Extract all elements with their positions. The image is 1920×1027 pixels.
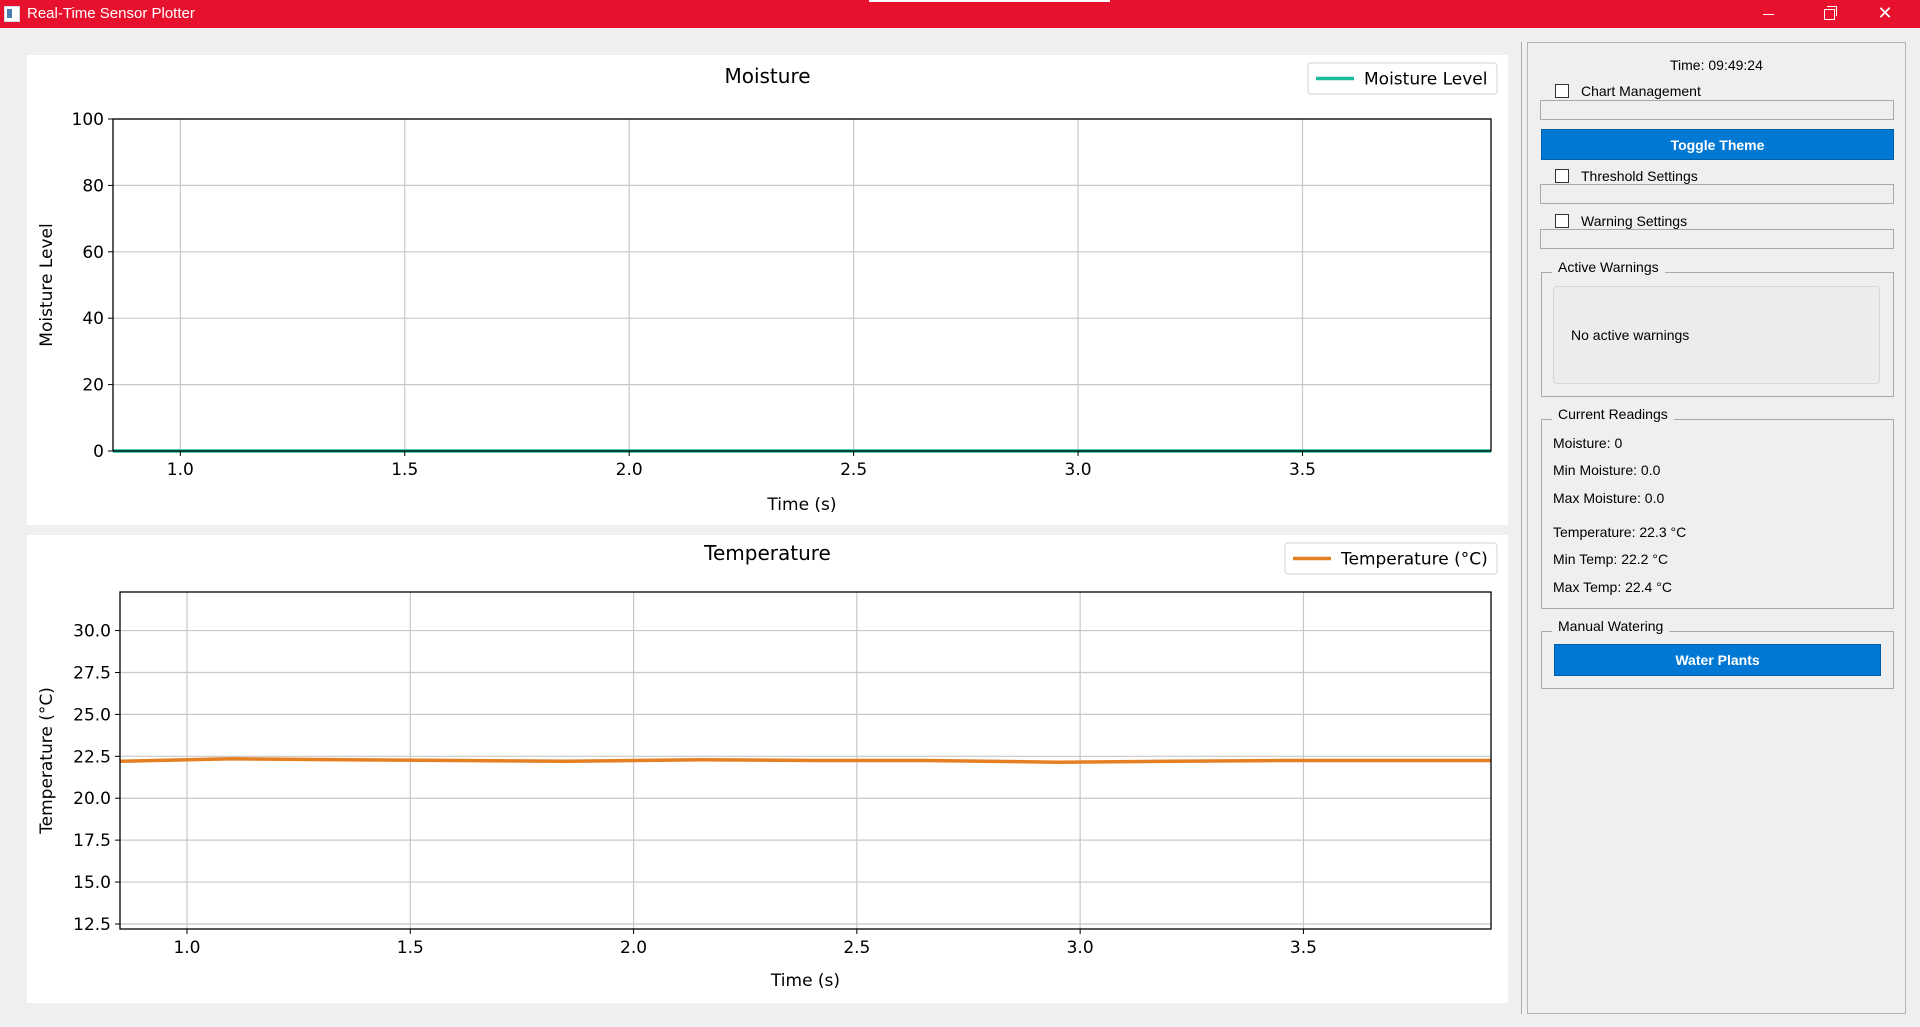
title-bar: Real-Time Sensor Plotter ✕ [0, 0, 1920, 28]
y-tick-label: 100 [72, 110, 104, 130]
y-tick-label: 15.0 [73, 873, 111, 893]
active-warnings-group [1541, 272, 1894, 397]
no-warnings-text: No active warnings [1571, 327, 1690, 343]
restore-icon [1823, 5, 1837, 20]
threshold-settings-label: Threshold Settings [1581, 168, 1698, 184]
min-moisture-reading: Min Moisture: 0.0 [1553, 462, 1661, 478]
y-tick-label: 20.0 [73, 789, 111, 809]
y-axis-label: Moisture Level [37, 223, 57, 346]
y-tick-label: 27.5 [73, 663, 111, 683]
window-title: Real-Time Sensor Plotter [27, 5, 195, 22]
splitter[interactable] [1521, 42, 1522, 1014]
active-warnings-title: Active Warnings [1552, 259, 1665, 275]
threshold-settings-toggle[interactable]: Threshold Settings [1555, 168, 1704, 184]
close-icon: ✕ [1877, 3, 1893, 24]
minimize-icon [1762, 13, 1774, 15]
warning-settings-label: Warning Settings [1581, 213, 1688, 229]
y-tick-label: 17.5 [73, 831, 111, 851]
min-temp-reading: Min Temp: 22.2 °C [1553, 551, 1669, 567]
active-warnings-box [1553, 286, 1880, 384]
x-tick-label: 3.5 [1290, 938, 1317, 958]
current-readings-title: Current Readings [1552, 406, 1674, 422]
threshold-settings-frame [1540, 184, 1894, 204]
manual-watering-group [1541, 631, 1894, 689]
y-tick-label: 20 [82, 376, 104, 396]
current-readings-group [1541, 419, 1894, 609]
x-tick-label: 2.5 [843, 938, 870, 958]
max-temp-reading: Max Temp: 22.4 °C [1553, 579, 1672, 595]
y-tick-label: 40 [82, 309, 104, 329]
y-axis-label: Temperature (°C) [37, 687, 57, 835]
x-tick-label: 2.5 [840, 460, 867, 480]
title-highlight [869, 0, 1110, 2]
legend-box [1307, 62, 1498, 95]
chart-management-label: Chart Management [1581, 83, 1701, 99]
temperature-chart-panel: 1.0 1.5 2.0 2.5 3.0 3.5 12.5 15.0 17.5 20.0 22.5 25… [27, 535, 1508, 1003]
moisture-chart-panel: 1.0 1.5 2.0 2.5 3.0 3.5 0 20 40 60 80 100 Moisture Ti… [27, 55, 1508, 525]
manual-watering-title: Manual Watering [1552, 618, 1670, 634]
moisture-reading: Moisture: 0 [1553, 435, 1623, 451]
x-tick-label: 3.0 [1067, 938, 1094, 958]
x-tick-label: 1.5 [391, 460, 418, 480]
warning-settings-checkbox[interactable] [1555, 214, 1569, 228]
warning-settings-toggle[interactable]: Warning Settings [1555, 213, 1694, 229]
minimize-button[interactable] [1745, 0, 1791, 28]
y-tick-label: 30.0 [73, 622, 111, 642]
legend-label: Moisture Level [1364, 70, 1487, 90]
plot-frame [119, 591, 1492, 930]
y-tick-label: 60 [82, 243, 104, 263]
threshold-settings-checkbox[interactable] [1555, 169, 1569, 183]
series-line [119, 757, 1491, 764]
x-axis-label: Time (s) [766, 495, 836, 515]
chart-management-checkbox[interactable] [1555, 84, 1569, 98]
x-tick-label: 2.0 [616, 460, 643, 480]
legend-label: Temperature (°C) [1340, 550, 1488, 570]
water-plants-button[interactable]: Water Plants [1554, 644, 1881, 676]
plot-frame [112, 118, 1492, 452]
x-tick-label: 1.0 [173, 938, 200, 958]
x-tick-label: 3.5 [1289, 460, 1316, 480]
time-label: Time: 09:49:24 [1670, 57, 1763, 73]
chart-management-frame [1540, 100, 1894, 120]
temperature-reading: Temperature: 22.3 °C [1553, 524, 1687, 540]
legend-box [1284, 542, 1498, 575]
close-button[interactable]: ✕ [1862, 0, 1908, 28]
moisture-chart: 1.0 1.5 2.0 2.5 3.0 3.5 0 20 40 60 80 100 Moisture Ti… [37, 62, 1498, 515]
x-tick-label: 1.5 [397, 938, 424, 958]
y-tick-label: 80 [82, 176, 104, 196]
max-moisture-reading: Max Moisture: 0.0 [1553, 490, 1665, 506]
chart-management-toggle[interactable]: Chart Management [1555, 83, 1707, 99]
y-tick-label: 22.5 [73, 747, 111, 767]
chart-title: Temperature [703, 541, 831, 565]
x-tick-label: 2.0 [620, 938, 647, 958]
temperature-chart: 1.0 1.5 2.0 2.5 3.0 3.5 12.5 15.0 17.5 20.0 22.5 25… [37, 541, 1498, 991]
y-tick-label: 0 [93, 442, 104, 462]
chart-title: Moisture [724, 64, 810, 88]
x-tick-label: 3.0 [1065, 460, 1092, 480]
x-tick-label: 1.0 [167, 460, 194, 480]
restore-button[interactable] [1806, 0, 1852, 28]
app-icon [4, 6, 20, 22]
y-tick-label: 12.5 [73, 915, 111, 935]
toggle-theme-button[interactable]: Toggle Theme [1541, 129, 1894, 160]
x-axis-label: Time (s) [770, 971, 840, 991]
y-tick-label: 25.0 [73, 705, 111, 725]
control-panel [1527, 42, 1906, 1014]
warning-settings-frame [1540, 229, 1894, 249]
